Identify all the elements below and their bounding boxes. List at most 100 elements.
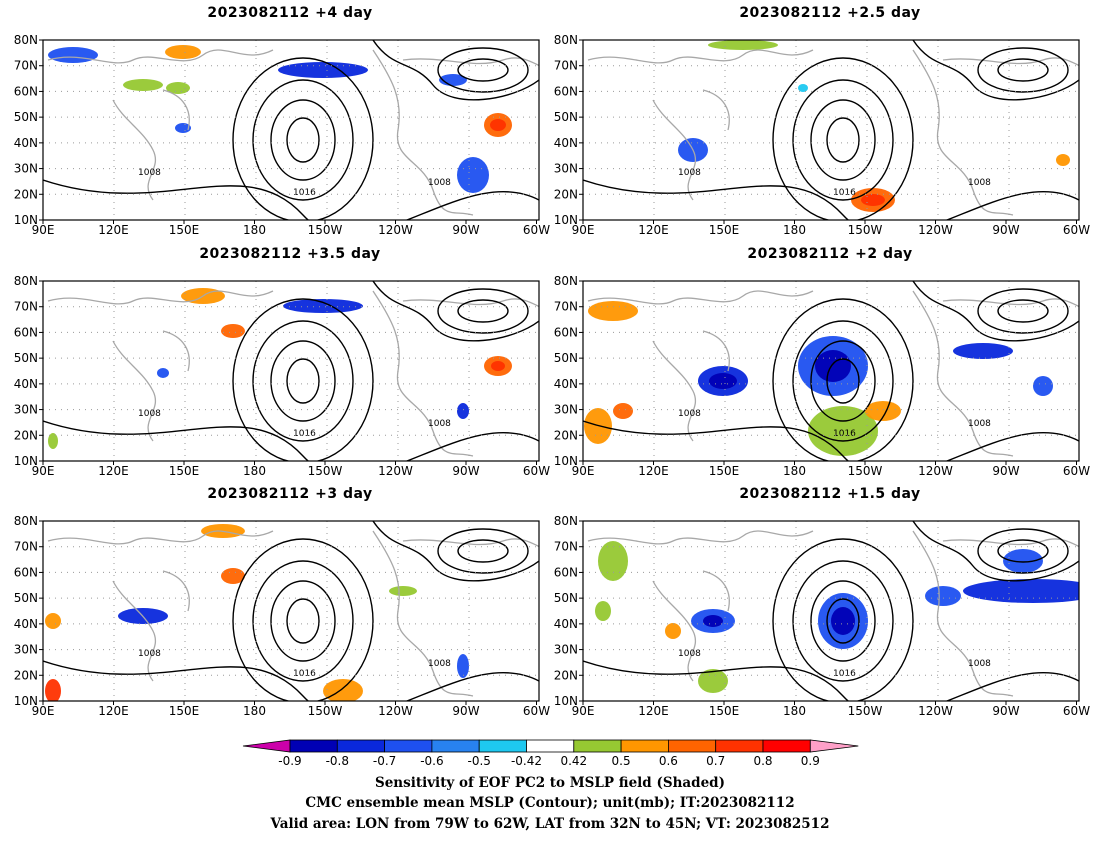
sensitivity-shade [698,669,728,693]
lat-tick-label: 50N [14,591,38,605]
lon-tick-label: 90W [452,464,479,478]
map-frame [42,280,540,462]
contour-label: 1008 [678,409,701,419]
colorbar-swatch [336,739,385,753]
mslp-contour [997,58,1049,82]
lon-tick-label: 90E [32,223,55,237]
lat-tick-label: 40N [14,617,38,631]
sensitivity-shade [323,679,363,701]
lat-tick-label: 20N [554,668,578,682]
panel-plus-3-5-day: 2023082112 +3.5 day 1008 1016 1008 80N 70N 60… [0,246,550,478]
colorbar-swatch [478,739,527,753]
sensitivity-shade [175,123,191,133]
lon-tick-label: 120E [98,704,129,718]
lon-tick-label: 150E [709,704,740,718]
mslp-contour [912,40,1079,101]
colorbar-legend: -0.9 -0.8 -0.7 -0.6 -0.5 -0.42 0.42 0.5 0.6 0.7 0.… [0,730,1100,850]
sensitivity-shade [595,601,611,621]
lat-tick-label: 20N [14,428,38,442]
lat-tick-label: 40N [554,377,578,391]
lon-tick-label: 120W [918,464,953,478]
sensitivity-shade [953,343,1013,359]
sensitivity-shade [815,350,851,382]
panel-title: 2023082112 +2.5 day [739,5,921,21]
colorbar-swatch [762,739,811,753]
colorbar-swatch [526,739,575,753]
mslp-contour [772,57,914,220]
lat-tick-label: 30N [554,403,578,417]
contour-label: 1008 [678,168,701,178]
lat-tick-label: 30N [14,162,38,176]
sensitivity-shade [278,62,368,78]
mslp-contour [437,528,529,574]
coastline [162,570,190,612]
mslp-contour [43,179,539,220]
lat-tick-label: 10N [554,213,578,227]
lon-tick-label: 150W [308,704,343,718]
mslp-contour [457,299,509,323]
lon-tick-label: 120E [638,464,669,478]
contour-label: 1016 [293,429,316,439]
coastline [702,330,730,372]
lat-tick-label: 10N [14,454,38,468]
lon-tick-label: 60W [523,704,550,718]
mslp-contour [232,538,374,701]
mslp-contour [997,299,1049,323]
sensitivity-shade [831,607,855,635]
lon-tick-label: 90W [452,704,479,718]
mslp-contour [457,539,509,563]
lon-tick-label: 150E [709,464,740,478]
mslp-contour [792,79,894,201]
map-frame [582,39,1080,221]
sensitivity-shade [925,586,961,606]
sensitivity-shade [963,579,1079,603]
mslp-contour [912,521,1079,582]
colorbar-tick-label: 0.6 [659,754,678,768]
contour-label: 1008 [138,409,161,419]
lat-tick-label: 40N [14,136,38,150]
lat-tick-label: 70N [14,540,38,554]
map-frame [42,39,540,221]
mslp-contour [810,99,876,181]
lat-tick-label: 40N [554,617,578,631]
coastline [372,290,474,457]
sensitivity-shade [703,615,723,627]
lat-tick-label: 60N [14,325,38,339]
lon-tick-label: 180 [783,704,806,718]
colorbar-tick-label: -0.5 [467,754,490,768]
lon-tick-label: 150E [169,223,200,237]
panel-title: 2023082112 +4 day [207,5,373,21]
lon-tick-label: 180 [783,464,806,478]
panel-plus-2-day: 2023082112 +2 day 1008 1016 1008 80N 70N 60N 5… [540,246,1090,478]
lon-tick-label: 60W [523,464,550,478]
lat-tick-label: 70N [14,300,38,314]
lat-tick-label: 60N [554,325,578,339]
lat-tick-label: 20N [554,187,578,201]
mslp-contour [372,40,539,101]
mslp-contour [977,528,1069,574]
contour-label: 1016 [293,188,316,198]
coastline [702,89,730,131]
mslp-contour [997,539,1049,563]
coastline [162,89,190,131]
lat-tick-label: 30N [14,403,38,417]
lat-tick-label: 70N [554,59,578,73]
sensitivity-shade [708,40,778,50]
lat-tick-label: 50N [14,351,38,365]
colorbar-tick-label: 0.5 [612,754,631,768]
lon-tick-label: 120W [378,704,413,718]
panel-plus-1-5-day: 2023082112 +1.5 day 1008 1016 1008 80N 70N 60… [540,486,1090,718]
lon-tick-label: 150W [308,223,343,237]
mslp-contour [232,298,374,461]
lon-tick-label: 60W [1063,223,1090,237]
coastline [652,340,696,442]
map-content: 1008 1016 1008 [43,40,539,220]
contour-label: 1008 [428,419,451,429]
sensitivity-shade [457,654,469,678]
sensitivity-shade [457,403,469,419]
colorbar-tick-label: 0.9 [801,754,820,768]
mslp-contour [232,57,374,220]
mslp-contour [43,660,539,701]
sensitivity-shade [709,373,737,389]
